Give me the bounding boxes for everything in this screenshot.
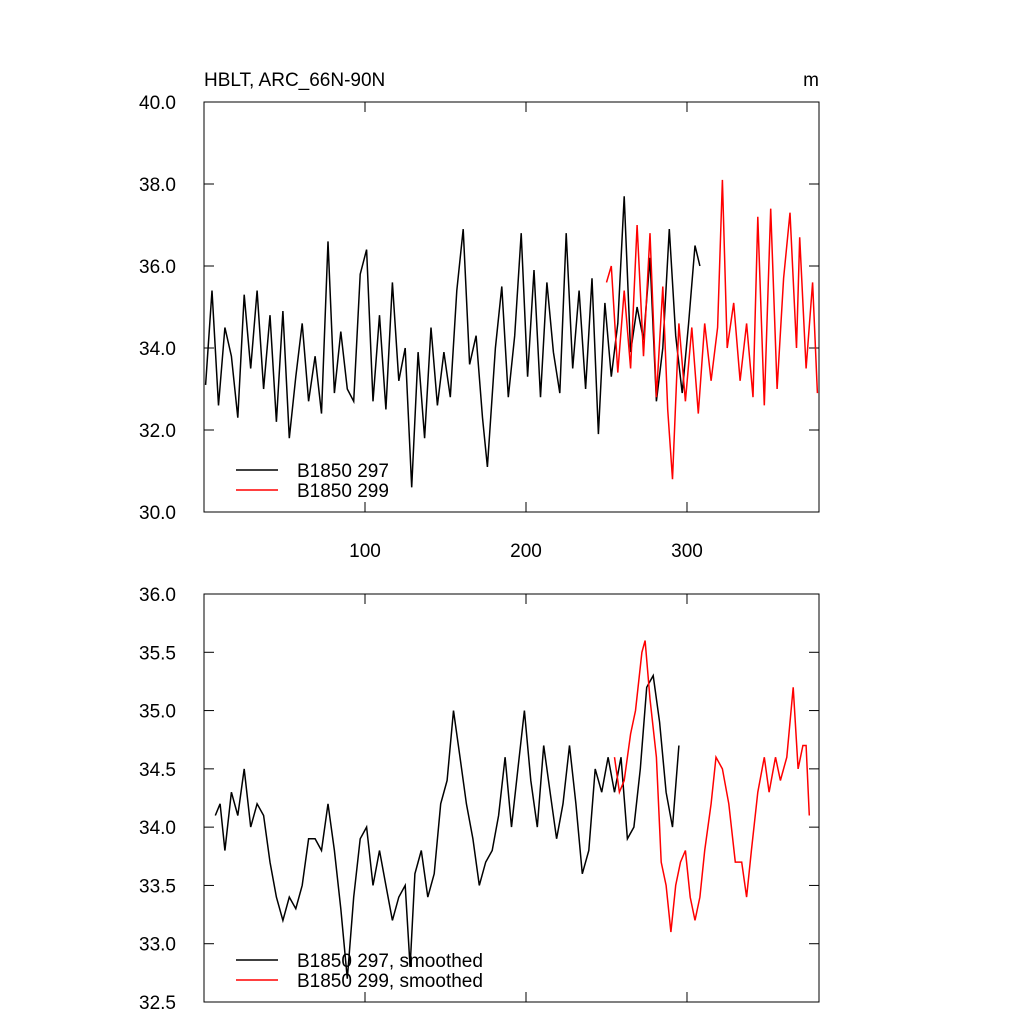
- legend-label: B1850 299, smoothed: [297, 971, 483, 992]
- y-tick-label: 40.0: [139, 93, 176, 114]
- y-tick-label: 34.5: [139, 760, 176, 781]
- x-tick-label: 100: [349, 541, 381, 562]
- y-tick-label: 36.0: [139, 585, 176, 606]
- legend-label: B1850 297: [297, 461, 389, 482]
- y-tick-label: 33.5: [139, 876, 176, 897]
- y-tick-label: 32.0: [139, 421, 176, 442]
- legend-label: B1850 297, smoothed: [297, 951, 483, 972]
- data-line: [605, 179, 819, 480]
- y-tick-label: 36.0: [139, 257, 176, 278]
- chart-title: HBLT, ARC_66N-90N: [204, 70, 385, 91]
- data-line: [613, 640, 811, 933]
- y-tick-label: 35.0: [139, 702, 176, 723]
- legend-label: B1850 299: [297, 481, 389, 502]
- y-tick-label: 38.0: [139, 175, 176, 196]
- y-tick-label: 32.5: [139, 993, 176, 1014]
- plot-frame: [203, 593, 820, 1003]
- x-tick-label: 300: [671, 541, 703, 562]
- y-tick-label: 35.5: [139, 643, 176, 664]
- units-label: m: [803, 70, 819, 91]
- x-tick-label: 200: [510, 541, 542, 562]
- y-tick-label: 30.0: [139, 503, 176, 524]
- y-tick-label: 34.0: [139, 339, 176, 360]
- plot-frame: [203, 101, 820, 513]
- y-tick-label: 34.0: [139, 818, 176, 839]
- y-tick-label: 33.0: [139, 935, 176, 956]
- data-line: [214, 673, 680, 979]
- data-line: [204, 196, 701, 488]
